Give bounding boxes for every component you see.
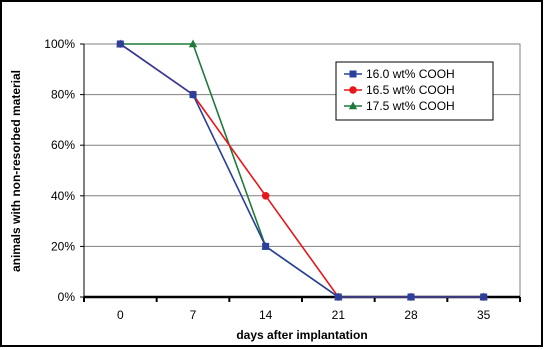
legend-marker	[349, 70, 357, 78]
x-tick-label: 7	[190, 308, 197, 322]
legend-label: 16.0 wt% COOH	[366, 67, 455, 81]
legend-label: 17.5 wt% COOH	[366, 99, 455, 113]
series-group	[116, 39, 488, 301]
y-axis-title: animals with non-resorbed material	[9, 70, 23, 272]
data-point	[262, 242, 270, 250]
y-tick-label: 40%	[51, 189, 75, 203]
x-tick-label: 21	[332, 308, 346, 322]
y-tick-label: 20%	[51, 239, 75, 253]
y-tick-label: 60%	[51, 138, 75, 152]
data-point	[116, 40, 124, 48]
legend-marker	[349, 86, 357, 94]
y-tick-label: 100%	[44, 37, 75, 51]
data-point	[189, 91, 197, 99]
series-line	[119, 43, 484, 298]
data-point	[407, 293, 415, 301]
x-axis-title: days after implantation	[236, 328, 367, 342]
legend-marker	[348, 101, 358, 110]
data-point	[188, 39, 198, 48]
data-point	[261, 192, 270, 200]
y-tick-label: 0%	[58, 290, 76, 304]
data-point	[480, 293, 488, 301]
legend-label: 16.5 wt% COOH	[366, 83, 455, 97]
data-point	[334, 293, 342, 301]
y-tick-labels: 0% 20% 40% 60% 80% 100%	[44, 37, 75, 304]
x-tick-label: 28	[404, 308, 418, 322]
x-tick-label: 0	[117, 308, 124, 322]
x-tick-label: 14	[259, 308, 273, 322]
x-tick-label: 35	[477, 308, 491, 322]
legend: 16.0 wt% COOH 16.5 wt% COOH 17.5 wt% COOH	[335, 61, 494, 121]
y-tick-label: 80%	[51, 88, 75, 102]
legend-box	[335, 61, 494, 121]
x-tick-labels: 0 7 14 21 28 35	[117, 308, 491, 322]
